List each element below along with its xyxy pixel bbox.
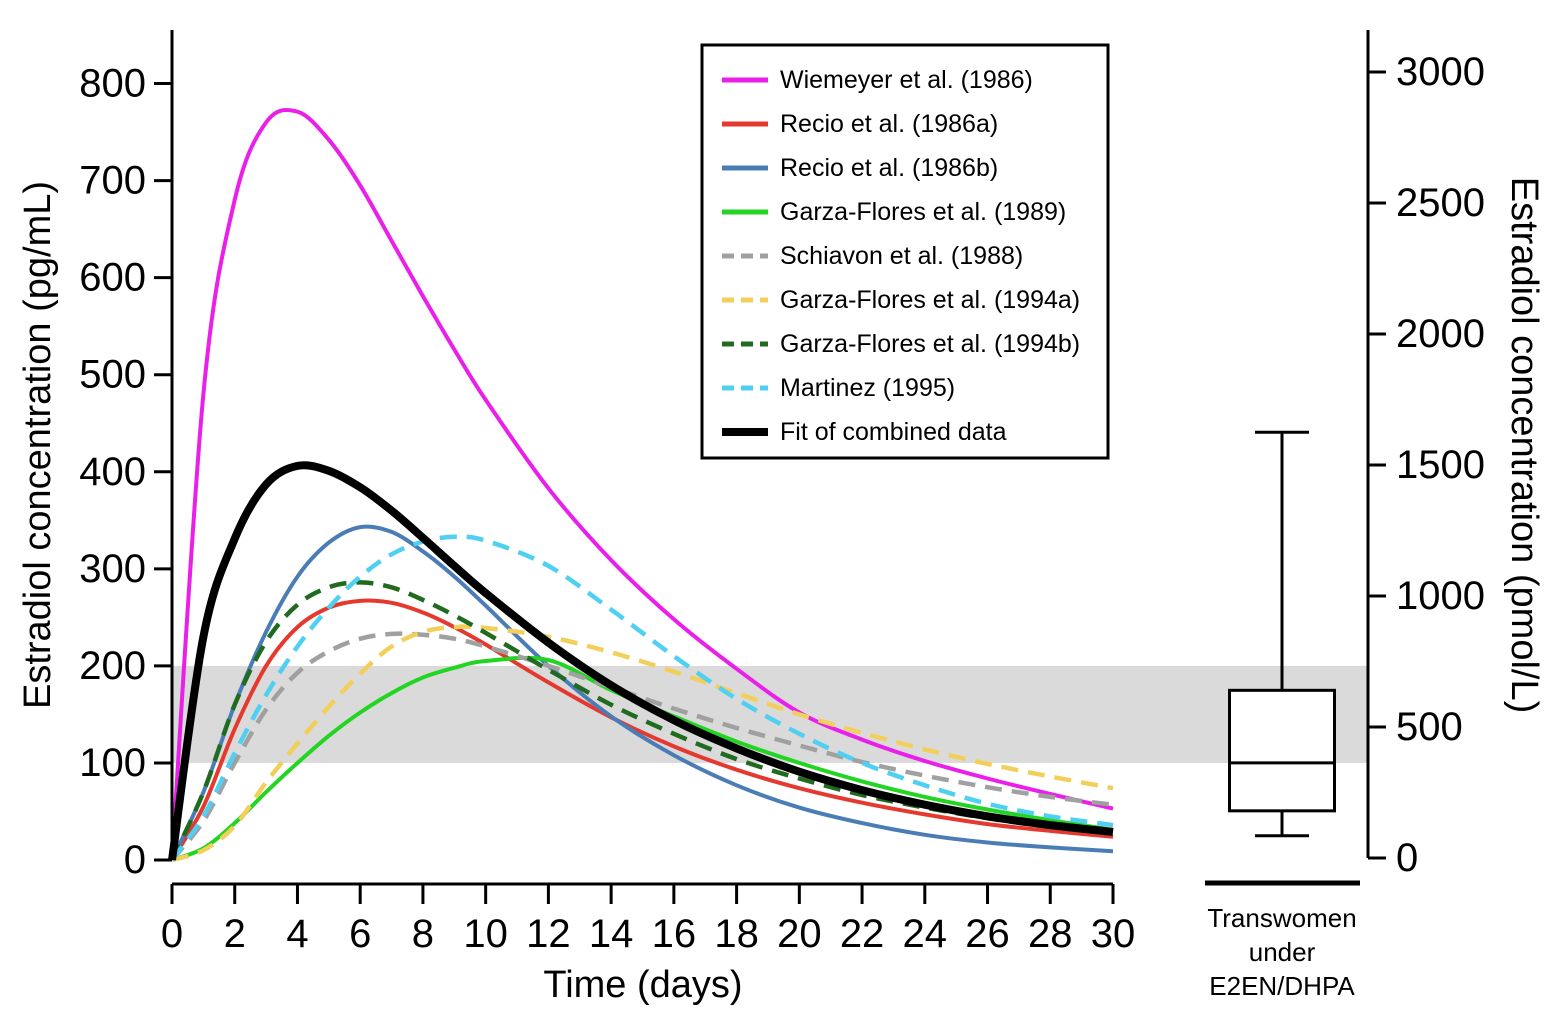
curve-garza-flores-et-al-1994a bbox=[171, 624, 1114, 863]
bottom-axis-tick-label: 4 bbox=[286, 912, 308, 956]
bottom-axis-tick-label: 26 bbox=[965, 912, 1010, 956]
curve-martinez-1995 bbox=[170, 534, 1114, 862]
bottom-axis-tick-label: 28 bbox=[1028, 912, 1073, 956]
legend-item-label: Fit of combined data bbox=[780, 418, 1007, 446]
boxplot-transwomen-e2en-dhpa: Transwomen under E2EN/DHPA bbox=[1205, 430, 1360, 1001]
bottom-axis-title: Time (days) bbox=[543, 964, 742, 1006]
boxplot-category-label-line: under bbox=[1249, 937, 1316, 967]
curve-recio-et-al-1986b bbox=[170, 524, 1114, 861]
right-axis: 0 500 1000 1500 2000 2500 3000 bbox=[1366, 30, 1485, 880]
legend-item-label: Martinez (1995) bbox=[780, 374, 955, 402]
curve-recio-et-al-1986a bbox=[170, 598, 1114, 862]
left-axis-tick-label: 100 bbox=[79, 741, 146, 785]
bottom-axis-tick-label: 12 bbox=[526, 912, 571, 956]
legend-item: Garza-Flores et al. (1989) bbox=[722, 198, 1066, 226]
reference-range-band bbox=[172, 665, 1368, 763]
right-axis-tick-label: 2000 bbox=[1396, 312, 1485, 356]
bottom-axis-tick-label: 22 bbox=[840, 912, 885, 956]
bottom-axis-tick-label: 16 bbox=[652, 912, 697, 956]
curve-wiemeyer-et-al-1986 bbox=[170, 107, 1114, 861]
legend-item-label: Recio et al. (1986a) bbox=[780, 110, 998, 138]
bottom-axis: 0 2 4 6 8 10 12 14 16 18 20 22 24 26 28 30 bbox=[161, 882, 1136, 956]
right-axis-title: Estradiol concentration (pmol/L) bbox=[1503, 177, 1545, 713]
legend-item: Schiavon et al. (1988) bbox=[722, 242, 1023, 270]
right-axis-tick-label: 3000 bbox=[1396, 50, 1485, 94]
legend-item: Recio et al. (1986b) bbox=[722, 154, 998, 182]
legend-box bbox=[700, 43, 1110, 460]
bottom-axis-tick-label: 14 bbox=[589, 912, 634, 956]
boxplot-box bbox=[1228, 688, 1336, 813]
curve-garza-flores-et-al-1989 bbox=[171, 655, 1114, 862]
bottom-axis-tick-label: 10 bbox=[463, 912, 508, 956]
bottom-axis-tick-label: 2 bbox=[224, 912, 246, 956]
left-axis-tick-label: 300 bbox=[79, 547, 146, 591]
left-axis-tick-label: 0 bbox=[124, 838, 146, 882]
legend-item-label: Schiavon et al. (1988) bbox=[780, 242, 1023, 270]
left-axis-tick-label: 800 bbox=[79, 62, 146, 106]
legend: Wiemeyer et al. (1986) Recio et al. (1986… bbox=[700, 43, 1110, 460]
left-axis-tick-label: 500 bbox=[79, 353, 146, 397]
right-axis-tick-label: 1000 bbox=[1396, 574, 1485, 618]
curves-layer bbox=[168, 107, 1114, 863]
bottom-axis-tick-label: 8 bbox=[412, 912, 434, 956]
legend-item-label: Garza-Flores et al. (1989) bbox=[780, 198, 1066, 226]
left-axis-tick-label: 400 bbox=[79, 450, 146, 494]
legend-item: Recio et al. (1986a) bbox=[722, 110, 998, 138]
reference-range-band-layer bbox=[172, 665, 1368, 763]
legend-item-label: Recio et al. (1986b) bbox=[780, 154, 998, 182]
left-axis-title: Estradiol concentration (pg/mL) bbox=[17, 181, 59, 709]
bottom-axis-tick-label: 30 bbox=[1091, 912, 1136, 956]
bottom-axis-tick-label: 6 bbox=[349, 912, 371, 956]
bottom-axis-tick-label: 24 bbox=[903, 912, 948, 956]
right-axis-tick-label: 1500 bbox=[1396, 443, 1485, 487]
legend-item: Martinez (1995) bbox=[722, 374, 955, 402]
left-axis-tick-label: 600 bbox=[79, 256, 146, 300]
legend-item: Garza-Flores et al. (1994b) bbox=[722, 330, 1080, 358]
legend-item-label: Garza-Flores et al. (1994b) bbox=[780, 330, 1080, 358]
right-axis-tick-label: 2500 bbox=[1396, 181, 1485, 225]
right-axis-tick-label: 500 bbox=[1396, 705, 1463, 749]
legend-item-label: Wiemeyer et al. (1986) bbox=[780, 66, 1033, 94]
legend-item-label: Garza-Flores et al. (1994a) bbox=[780, 286, 1080, 314]
legend-item: Fit of combined data bbox=[722, 418, 1007, 446]
curve-schiavon-et-al-1988 bbox=[170, 631, 1114, 862]
boxplot-category-label-line: Transwomen bbox=[1207, 903, 1356, 933]
left-axis-tick-label: 700 bbox=[79, 159, 146, 203]
right-axis-tick-label: 0 bbox=[1396, 836, 1418, 880]
bottom-axis-tick-label: 0 bbox=[161, 912, 183, 956]
bottom-axis-tick-label: 20 bbox=[777, 912, 822, 956]
left-axis-tick-label: 200 bbox=[79, 644, 146, 688]
left-axis: 0 100 200 300 400 500 600 700 800 bbox=[79, 30, 174, 882]
boxplot-category-label-line: E2EN/DHPA bbox=[1209, 971, 1355, 1001]
curve-fit-of-combined-data bbox=[168, 461, 1114, 861]
legend-item: Garza-Flores et al. (1994a) bbox=[722, 286, 1080, 314]
legend-item: Wiemeyer et al. (1986) bbox=[722, 66, 1033, 94]
curve-garza-flores-et-al-1994b bbox=[169, 580, 1114, 861]
bottom-axis-tick-label: 18 bbox=[714, 912, 759, 956]
